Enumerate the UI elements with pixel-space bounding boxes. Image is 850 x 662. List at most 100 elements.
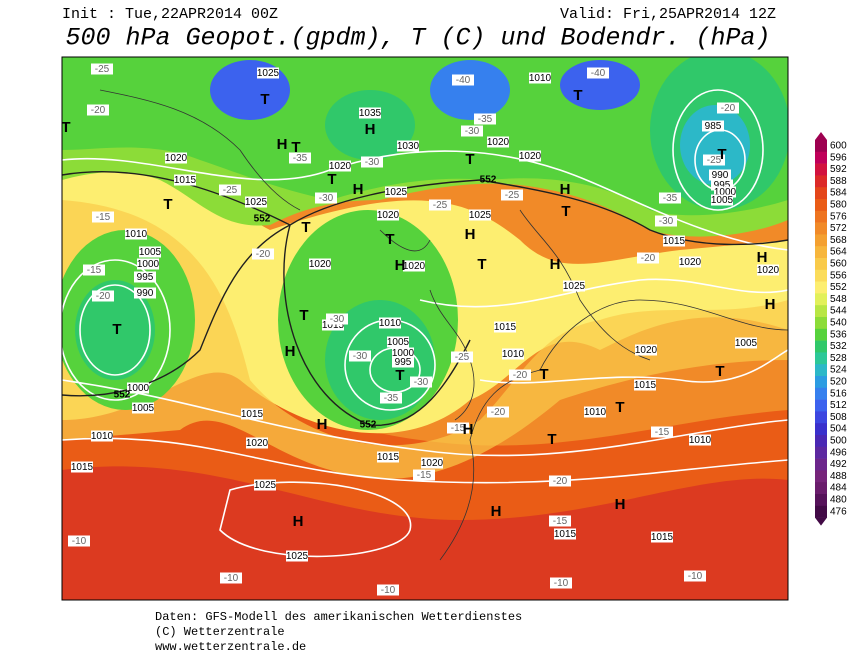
temperature-label: -35: [384, 393, 399, 404]
high-pressure-label: H: [365, 121, 376, 138]
colorbar-label: 516: [830, 388, 847, 399]
isobar-label-box: [563, 280, 585, 292]
colorbar-band: [815, 364, 827, 377]
temperature-label: -30: [659, 216, 674, 227]
low-pressure-label: T: [163, 196, 172, 213]
isobar-label: 1015: [651, 532, 674, 543]
low-pressure-label: T: [717, 146, 726, 163]
temperature-label-box: [684, 570, 706, 582]
temperature-label-box: [380, 392, 402, 404]
colorbar-label: 512: [830, 400, 847, 411]
colorbar-band: [815, 258, 827, 271]
isobar-label-box: [651, 531, 673, 543]
isobar-label: 1020: [377, 210, 400, 221]
isobar-label-box: [322, 319, 344, 331]
temperature-label: -10: [688, 571, 703, 582]
colorbar-band: [815, 505, 827, 518]
footer-copyright: (C) Wetterzentrale: [155, 625, 285, 639]
isobar-label: 1000: [137, 259, 160, 270]
temperature-label-box: [326, 313, 348, 325]
colorbar-label: 564: [830, 247, 847, 258]
valid-time: Valid: Fri,25APR2014 12Z: [560, 6, 776, 23]
temperature-label: -25: [707, 155, 722, 166]
colorbar-band: [815, 399, 827, 412]
isobar-label: 1015: [322, 320, 345, 331]
isobar-label-box: [379, 317, 401, 329]
temperature-label: -20: [641, 253, 656, 264]
isobar-label-box: [635, 344, 657, 356]
temperature-label: -30: [353, 351, 368, 362]
temperature-label-box: [587, 67, 609, 79]
isobar-label-box: [245, 196, 267, 208]
colorbar-band: [815, 317, 827, 330]
temperature-label-box: [410, 376, 432, 388]
temperature-label: -30: [330, 314, 345, 325]
low-pressure-label: T: [291, 139, 300, 156]
colorbar-band: [815, 423, 827, 436]
isobar-label-box: [377, 209, 399, 221]
colorbar-label: 600: [830, 141, 847, 152]
isobar-label-box: [735, 337, 757, 349]
temperature-label: -15: [655, 427, 670, 438]
isobar-label: 1010: [689, 435, 712, 446]
isobar-label: 990: [712, 170, 729, 181]
temperature-label-box: [289, 152, 311, 164]
temperature-label: -25: [455, 352, 470, 363]
low-pressure-label: T: [539, 366, 548, 383]
temperature-label: -20: [491, 407, 506, 418]
isobar-label: 1030: [397, 141, 420, 152]
isobar-label: 1020: [635, 345, 658, 356]
isobar-label: 1000: [714, 187, 737, 198]
colorbar-label: 484: [830, 483, 847, 494]
temperature-label-box: [549, 515, 571, 527]
isobar-label: 1020: [329, 161, 352, 172]
temperature-label-box: [91, 63, 113, 75]
colorbar-label: 592: [830, 164, 847, 175]
colorbar-band: [815, 387, 827, 400]
high-pressure-label: H: [465, 226, 476, 243]
geopotential-label: 552: [254, 214, 271, 225]
colorbar-band: [815, 187, 827, 200]
geopotential-label: 552: [114, 390, 131, 401]
colorbar-band: [815, 494, 827, 507]
isobar-label: 1005: [711, 195, 734, 206]
isobar-label-box: [134, 271, 156, 283]
temperature-label: -15: [553, 516, 568, 527]
isobar-label-box: [421, 457, 443, 469]
colorbar-band: [815, 234, 827, 247]
map-frame: [61, 56, 789, 601]
temperature-label: -10: [554, 578, 569, 589]
isobar-label-box: [127, 382, 149, 394]
colorbar-band: [815, 482, 827, 495]
colorbar-band: [815, 458, 827, 471]
isobar-label-box: [91, 430, 113, 442]
isobar-label-box: [714, 186, 736, 198]
temperature-label-box: [92, 211, 114, 223]
isobar-label-box: [137, 258, 159, 270]
high-pressure-label: H: [293, 513, 304, 530]
isobar-label-box: [385, 186, 407, 198]
isobar-label-box: [134, 287, 156, 299]
colorbar-top-arrow: [815, 132, 827, 140]
colorbar-band: [815, 269, 827, 282]
isobar-label-box: [711, 194, 733, 206]
colorbar-band: [815, 376, 827, 389]
colorbar-band: [815, 340, 827, 353]
isobar-label-box: [392, 347, 414, 359]
low-pressure-label: T: [299, 307, 308, 324]
temperature-label-box: [252, 248, 274, 260]
colorbar-band: [815, 175, 827, 188]
colorbar-band: [815, 199, 827, 212]
temperature-label: -10: [381, 585, 396, 596]
colorbar-band: [815, 163, 827, 176]
isobar-label-box: [392, 356, 414, 368]
temperature-label-box: [474, 113, 496, 125]
temperature-label-box: [68, 535, 90, 547]
temperature-label-box: [487, 406, 509, 418]
isobar-label-box: [403, 260, 425, 272]
temperature-label: -30: [365, 157, 380, 168]
isobar-label-box: [132, 402, 154, 414]
colorbar-band: [815, 140, 827, 153]
colorbar-band: [815, 411, 827, 424]
